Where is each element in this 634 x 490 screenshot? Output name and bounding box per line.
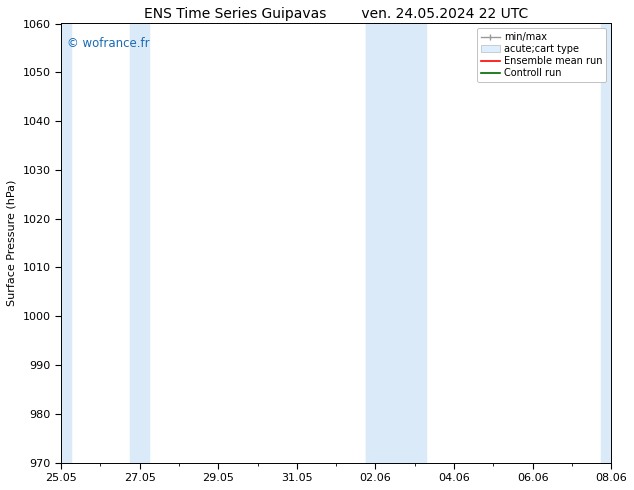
Bar [61, 24, 71, 463]
Bar [602, 24, 611, 463]
Bar [366, 24, 425, 463]
Bar [366, 24, 387, 463]
Bar [130, 24, 150, 463]
Bar [403, 24, 427, 463]
Legend: min/max, acute;cart type, Ensemble mean run, Controll run: min/max, acute;cart type, Ensemble mean … [477, 28, 606, 82]
Y-axis label: Surface Pressure (hPa): Surface Pressure (hPa) [7, 180, 17, 306]
Text: © wofrance.fr: © wofrance.fr [67, 37, 149, 49]
Title: ENS Time Series Guipavas        ven. 24.05.2024 22 UTC: ENS Time Series Guipavas ven. 24.05.2024… [144, 7, 528, 21]
